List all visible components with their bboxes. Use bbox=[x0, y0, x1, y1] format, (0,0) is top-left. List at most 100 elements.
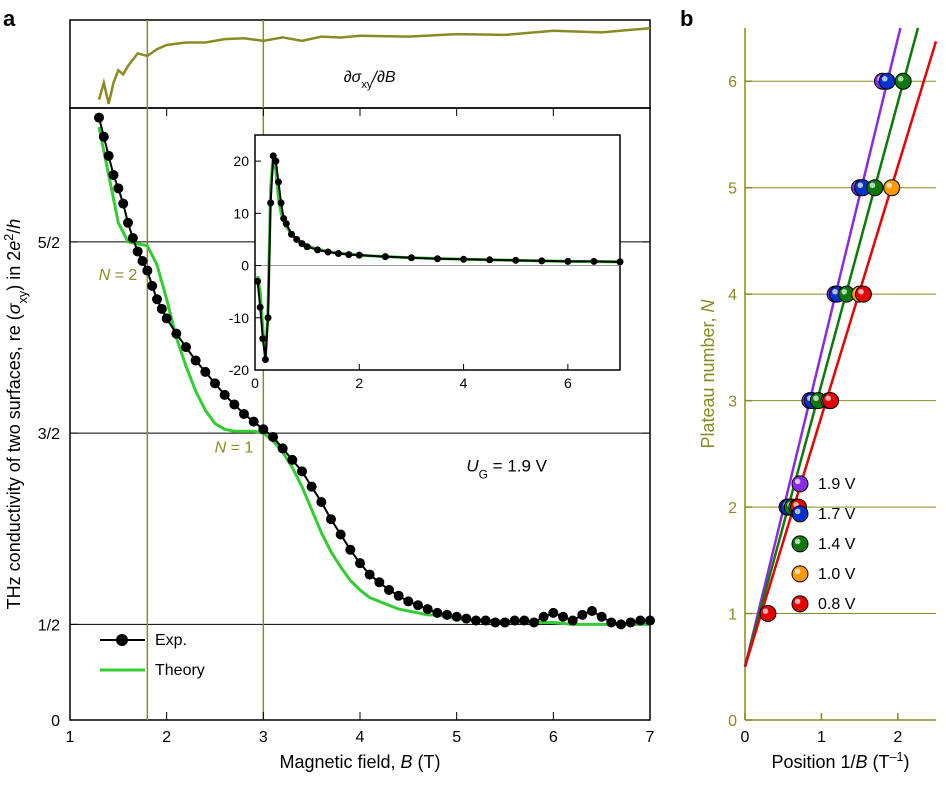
b-y-tick: 0 bbox=[728, 713, 737, 730]
exp-marker bbox=[635, 616, 645, 626]
y-tick-label: 0 bbox=[51, 713, 60, 730]
exp-marker bbox=[413, 600, 423, 610]
exp-marker bbox=[297, 466, 307, 476]
b-legend-label: 1.7 V bbox=[818, 506, 856, 523]
exp-marker bbox=[539, 612, 549, 622]
deriv-curve bbox=[99, 28, 650, 104]
inset-y-tick: -10 bbox=[229, 310, 249, 326]
y-axis-label: THz conductivity of two surfaces, re (σx… bbox=[2, 219, 30, 610]
exp-marker bbox=[365, 570, 375, 580]
exp-marker bbox=[162, 313, 172, 323]
exp-marker bbox=[249, 417, 259, 427]
exp-marker bbox=[109, 170, 119, 180]
exp-marker bbox=[481, 616, 491, 626]
inset-y-tick: 0 bbox=[241, 258, 249, 274]
exp-marker bbox=[99, 132, 109, 142]
x-tick-label: 4 bbox=[356, 729, 365, 746]
b-x-tick: 2 bbox=[893, 729, 902, 746]
exp-marker bbox=[200, 367, 210, 377]
exp-marker bbox=[442, 610, 452, 620]
exp-marker bbox=[558, 612, 568, 622]
exp-marker bbox=[500, 617, 510, 627]
inset-y-tick: 10 bbox=[233, 205, 249, 221]
b-y-tick: 1 bbox=[728, 607, 737, 624]
exp-marker bbox=[548, 608, 558, 618]
n-label: N = 2 bbox=[99, 267, 138, 284]
panel-a-svg: ∂σxy/∂B123456701/23/25/2Magnetic field, … bbox=[0, 0, 710, 791]
exp-marker bbox=[307, 482, 317, 492]
exp-marker bbox=[118, 199, 128, 209]
exp-marker bbox=[452, 612, 462, 622]
b-legend-label: 0.8 V bbox=[818, 596, 856, 613]
exp-marker bbox=[577, 610, 587, 620]
exp-marker bbox=[519, 616, 529, 626]
exp-marker bbox=[374, 577, 384, 587]
exp-marker bbox=[142, 266, 152, 276]
exp-marker bbox=[432, 608, 442, 618]
b-y-tick: 6 bbox=[728, 74, 737, 91]
legend-exp: Exp. bbox=[155, 632, 187, 649]
x-axis-label: Magnetic field, B (T) bbox=[279, 752, 440, 772]
exp-marker bbox=[147, 281, 157, 291]
exp-marker bbox=[345, 545, 355, 555]
exp-marker bbox=[355, 558, 365, 568]
exp-marker bbox=[403, 596, 413, 606]
exp-marker bbox=[104, 151, 114, 161]
b-x-tick: 1 bbox=[817, 729, 826, 746]
exp-marker bbox=[157, 304, 167, 314]
exp-marker bbox=[220, 390, 230, 400]
exp-marker bbox=[113, 183, 123, 193]
exp-marker bbox=[645, 616, 655, 626]
exp-marker bbox=[181, 342, 191, 352]
exp-marker bbox=[568, 616, 578, 626]
exp-marker bbox=[336, 529, 346, 539]
x-tick-label: 3 bbox=[259, 729, 268, 746]
exp-marker bbox=[394, 591, 404, 601]
inset-y-tick: -20 bbox=[229, 362, 249, 378]
deriv-label: ∂σxy/∂B bbox=[344, 69, 396, 91]
inset-x-tick: 2 bbox=[355, 375, 363, 391]
legend-theory: Theory bbox=[155, 662, 205, 679]
exp-marker bbox=[210, 378, 220, 388]
exp-marker bbox=[626, 617, 636, 627]
b-legend-label: 1.4 V bbox=[818, 536, 856, 553]
exp-marker bbox=[268, 432, 278, 442]
panel-b-svg: 0123456012Position 1/B (T–1)Plateau numb… bbox=[700, 0, 946, 791]
y-tick-label: 3/2 bbox=[38, 426, 60, 443]
y-tick-label: 1/2 bbox=[38, 617, 60, 634]
exp-marker bbox=[384, 585, 394, 595]
b-legend-label: 1.0 V bbox=[818, 566, 856, 583]
exp-marker bbox=[471, 616, 481, 626]
exp-marker bbox=[229, 399, 239, 409]
exp-marker bbox=[152, 294, 162, 304]
x-tick-label: 2 bbox=[162, 729, 171, 746]
exp-marker bbox=[597, 612, 607, 622]
exp-marker bbox=[258, 424, 268, 434]
b-y-tick: 2 bbox=[728, 500, 737, 517]
exp-marker bbox=[587, 606, 597, 616]
exp-marker bbox=[138, 256, 148, 266]
exp-marker bbox=[616, 619, 626, 629]
exp-marker bbox=[606, 617, 616, 627]
exp-marker bbox=[133, 246, 143, 256]
exp-marker bbox=[123, 218, 133, 228]
exp-marker bbox=[239, 409, 249, 419]
n-label: N = 1 bbox=[215, 439, 254, 456]
b-x-tick: 0 bbox=[741, 729, 750, 746]
exp-marker bbox=[94, 113, 104, 123]
exp-marker bbox=[461, 614, 471, 624]
b-x-axis-label: Position 1/B (T–1) bbox=[771, 750, 909, 772]
exp-marker bbox=[128, 233, 138, 243]
figure: a b ∂σxy/∂B123456701/23/25/2Magnetic fie… bbox=[0, 0, 946, 791]
inset-x-tick: 6 bbox=[564, 375, 572, 391]
b-legend-label: 1.9 V bbox=[818, 476, 856, 493]
exp-marker bbox=[278, 443, 288, 453]
x-tick-label: 1 bbox=[66, 729, 75, 746]
exp-marker bbox=[510, 616, 520, 626]
x-tick-label: 7 bbox=[646, 729, 655, 746]
y-tick-label: 5/2 bbox=[38, 235, 60, 252]
exp-marker bbox=[191, 355, 201, 365]
x-tick-label: 6 bbox=[549, 729, 558, 746]
b-y-tick: 5 bbox=[728, 181, 737, 198]
inset-y-tick: 20 bbox=[233, 153, 249, 169]
